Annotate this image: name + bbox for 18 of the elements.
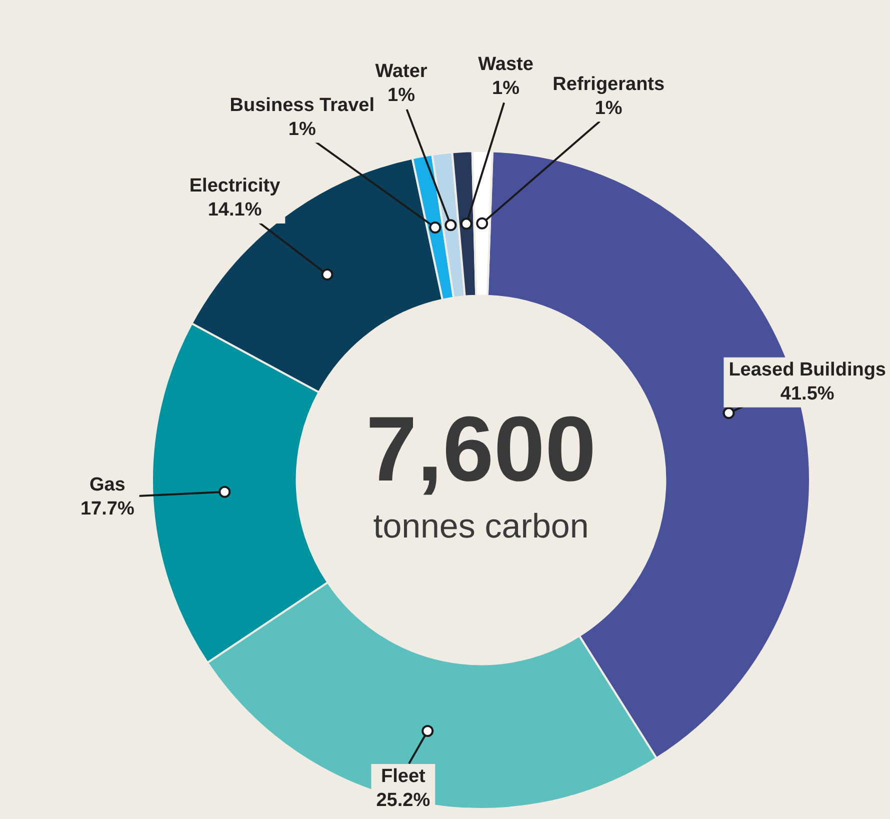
slice-label: Business Travel	[230, 94, 374, 116]
data-label: 1%	[288, 118, 316, 140]
data-label: 17.7%	[80, 498, 134, 520]
data-label: 1%	[492, 78, 520, 99]
text: tonnes carbon	[373, 507, 589, 546]
data-label: 14.1%	[208, 200, 262, 221]
slice-label: Waste	[478, 54, 534, 75]
slice-label: Electricity	[189, 176, 281, 197]
slice-label: Leased Buildings	[728, 360, 886, 381]
data-label: 25.2%	[376, 790, 430, 812]
slice-label: Fleet	[381, 766, 426, 788]
data-label: 41.5%	[780, 384, 834, 405]
slice-label: Refrigerants	[552, 74, 665, 95]
data-label: 1%	[388, 85, 416, 106]
data-label: 1%	[594, 98, 622, 119]
slice-label: Gas	[89, 474, 126, 496]
slice-label: Water	[375, 61, 428, 82]
text: 7,600	[366, 398, 596, 500]
